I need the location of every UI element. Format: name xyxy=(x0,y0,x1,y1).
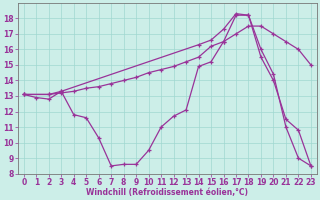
X-axis label: Windchill (Refroidissement éolien,°C): Windchill (Refroidissement éolien,°C) xyxy=(86,188,248,197)
